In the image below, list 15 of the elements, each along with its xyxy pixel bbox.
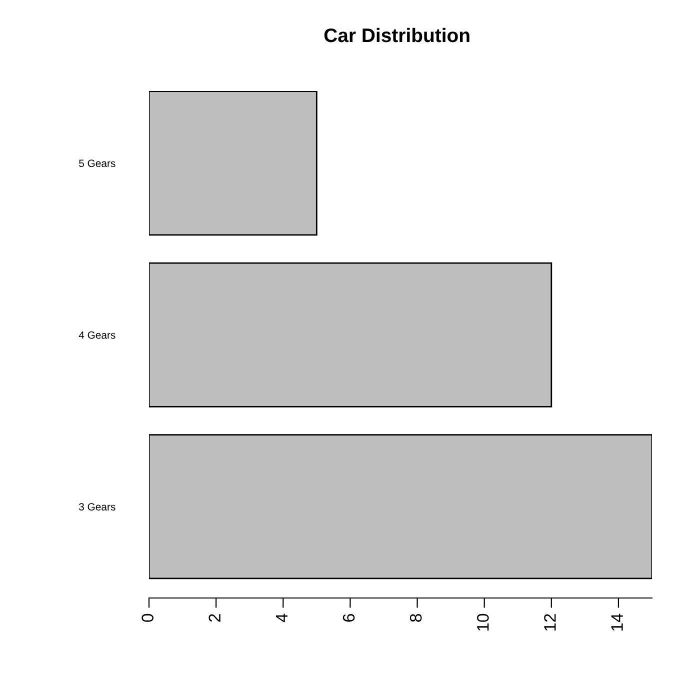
x-tick-label: 4 [276,614,288,622]
bar [149,434,652,580]
x-tick-label: 0 [142,614,154,622]
x-tick-label: 14 [611,614,623,631]
y-tick-label: 3 Gears [79,503,116,511]
y-tick-label: 5 Gears [79,160,116,168]
chart-title: Car Distribution [324,28,470,42]
x-tick-label: 12 [544,614,556,631]
bar [149,262,552,408]
x-tick-label: 8 [410,614,422,622]
y-tick-label: 4 Gears [78,331,116,339]
x-tick-label: 10 [477,614,489,631]
x-tick-label: 6 [342,614,355,622]
x-tick-label: 2 [208,614,220,622]
bar [149,91,318,236]
